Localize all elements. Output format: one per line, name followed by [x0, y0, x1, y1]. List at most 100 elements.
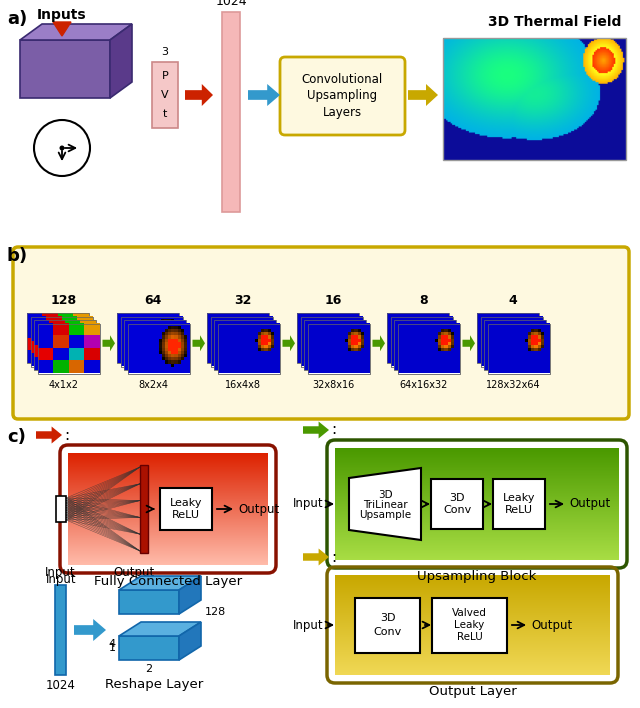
Text: 128: 128 — [50, 294, 76, 307]
Text: 3: 3 — [161, 47, 168, 57]
Bar — [307, 324, 369, 374]
Bar — [397, 324, 460, 374]
Text: :: : — [331, 423, 336, 438]
Bar — [117, 313, 179, 363]
Text: Input: Input — [45, 573, 76, 586]
Bar — [443, 38, 626, 160]
Bar — [301, 316, 362, 367]
Bar — [27, 313, 89, 363]
Polygon shape — [53, 22, 71, 36]
Text: ReLU: ReLU — [505, 505, 533, 515]
Polygon shape — [248, 84, 280, 106]
Bar — [493, 479, 545, 529]
Text: V: V — [161, 90, 169, 100]
Bar — [477, 313, 539, 363]
Bar — [117, 313, 179, 363]
Text: Fully Connected Layer: Fully Connected Layer — [94, 575, 242, 588]
Text: Leaky: Leaky — [170, 498, 202, 508]
Text: 1024: 1024 — [45, 679, 76, 692]
Bar — [390, 316, 452, 367]
Bar — [218, 324, 280, 374]
Bar — [31, 316, 93, 367]
Polygon shape — [179, 576, 201, 614]
Text: Conv: Conv — [443, 505, 471, 515]
Polygon shape — [303, 421, 329, 438]
Bar — [484, 320, 546, 370]
Bar — [390, 316, 452, 367]
Bar — [304, 320, 366, 370]
Bar — [218, 324, 280, 374]
Text: P: P — [162, 71, 168, 81]
Polygon shape — [303, 549, 329, 566]
Bar — [488, 324, 550, 374]
Polygon shape — [119, 590, 179, 614]
Polygon shape — [119, 576, 201, 590]
Bar — [124, 320, 186, 370]
Text: 3D Thermal Field: 3D Thermal Field — [488, 15, 621, 29]
Text: c): c) — [7, 428, 26, 446]
Text: Output: Output — [531, 619, 572, 632]
Text: 128: 128 — [205, 607, 227, 617]
Text: 3D: 3D — [380, 613, 396, 623]
Text: Output: Output — [569, 498, 611, 510]
Bar — [387, 313, 449, 363]
Text: 64: 64 — [145, 294, 162, 307]
Text: 1: 1 — [109, 643, 116, 653]
Bar — [124, 320, 186, 370]
Text: 16x4x8: 16x4x8 — [225, 379, 261, 389]
Polygon shape — [372, 336, 385, 351]
Bar — [488, 324, 550, 374]
Polygon shape — [20, 24, 132, 40]
Bar — [56, 496, 66, 522]
Text: b): b) — [7, 247, 28, 265]
Text: 16: 16 — [324, 294, 342, 307]
Bar — [397, 324, 460, 374]
Text: Conv: Conv — [373, 627, 402, 637]
FancyBboxPatch shape — [280, 57, 405, 135]
Polygon shape — [20, 40, 110, 98]
Text: 32x8x16: 32x8x16 — [312, 379, 355, 389]
Text: Inputs: Inputs — [37, 8, 87, 22]
Polygon shape — [179, 622, 201, 660]
Text: Output: Output — [238, 503, 279, 515]
Bar — [481, 316, 543, 367]
Text: Leaky: Leaky — [503, 493, 535, 503]
Bar — [431, 479, 483, 529]
Bar — [432, 598, 507, 653]
Text: Input: Input — [45, 566, 76, 579]
Bar — [304, 320, 366, 370]
Bar — [297, 313, 359, 363]
Bar — [355, 598, 420, 653]
Text: ReLU: ReLU — [456, 632, 483, 642]
Text: 1024: 1024 — [215, 0, 247, 8]
Text: a): a) — [7, 10, 28, 28]
Text: 8x2x4: 8x2x4 — [138, 379, 168, 389]
Text: Input: Input — [293, 619, 324, 632]
Bar — [140, 465, 148, 553]
Text: 3D: 3D — [449, 493, 465, 503]
Text: 32: 32 — [235, 294, 252, 307]
Bar — [55, 585, 66, 675]
Bar — [38, 324, 99, 374]
Text: ReLU: ReLU — [172, 510, 200, 520]
Bar — [214, 320, 276, 370]
Text: Upsampling Block: Upsampling Block — [417, 570, 537, 583]
Text: Valved: Valved — [452, 608, 487, 618]
Text: t: t — [163, 109, 167, 119]
Bar — [211, 316, 273, 367]
Text: 8: 8 — [419, 294, 428, 307]
Text: Leaky: Leaky — [454, 620, 484, 630]
Text: 4: 4 — [109, 639, 116, 649]
Text: 2: 2 — [145, 664, 152, 674]
Polygon shape — [119, 636, 179, 660]
Bar — [27, 313, 89, 363]
Bar — [301, 316, 362, 367]
FancyBboxPatch shape — [13, 247, 629, 419]
Bar — [152, 62, 178, 128]
Bar — [127, 324, 189, 374]
Bar — [120, 316, 182, 367]
Bar — [387, 313, 449, 363]
Polygon shape — [185, 84, 213, 106]
Bar — [481, 316, 543, 367]
Text: :: : — [331, 549, 336, 564]
